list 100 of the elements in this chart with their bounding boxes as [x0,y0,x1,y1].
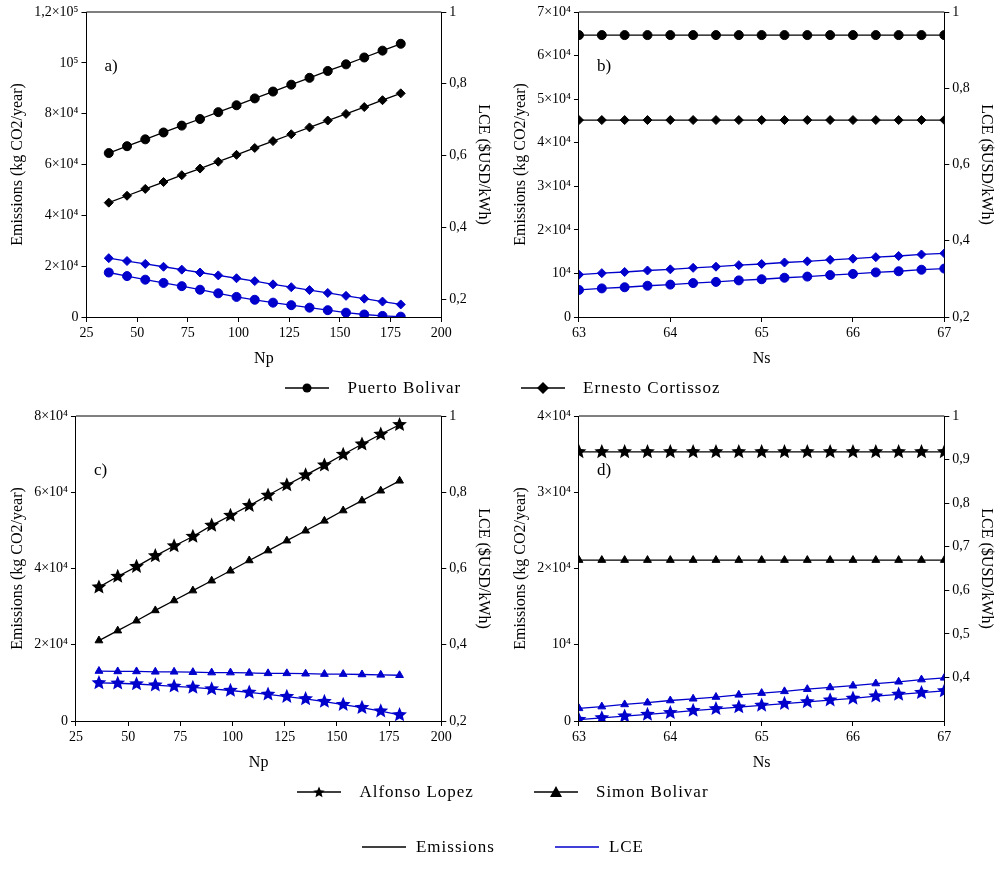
x-axis-title: Ns [752,348,771,366]
y-tick-label: 6×10⁴ [537,47,572,63]
x-tick-label: 100 [228,325,250,341]
point [207,575,217,584]
y-tick-label: 0 [563,712,571,728]
point [893,266,904,277]
point [597,701,607,710]
point [777,695,792,710]
y-tick-label: 2×10⁴ [537,560,572,576]
point [223,682,238,697]
y-axis-title: Emissions (kg CO2/year) [510,487,529,650]
point [376,485,386,494]
point [757,688,767,696]
x-tick-label: 75 [173,729,188,745]
point [301,668,311,677]
point [282,668,292,677]
annotation: d) [596,459,612,479]
point [320,669,329,677]
point [279,688,295,703]
point [891,686,907,701]
y-axis-title: Emissions (kg CO2/year) [7,83,26,246]
x-tick-label: 25 [68,729,83,745]
y2-axis-title: LCE ($USD/kWh) [475,104,494,225]
point [140,134,151,145]
point [94,635,104,644]
point [799,694,815,709]
x-tick-label: 50 [130,325,145,341]
point [825,682,835,691]
text: LCE [608,837,644,857]
x-tick-label: 63 [571,729,586,745]
x-tick-label: 125 [278,325,300,341]
point [241,684,257,699]
x-tick-label: 25 [79,325,94,341]
y-tick-label: 5×10⁴ [537,90,572,106]
x-tick-label: 65 [754,729,769,745]
point [392,416,407,432]
y-tick-label: 4×10⁴ [44,207,79,223]
y-tick-label: 8×10⁴ [44,105,79,121]
x-tick-label: 67 [937,325,952,341]
point [249,93,260,104]
point [158,127,169,138]
legend-label: Alfonso Lopez [359,782,474,802]
point [733,275,744,286]
point [802,256,813,267]
point [688,278,699,289]
point [825,270,836,281]
point [188,667,198,675]
point [377,95,388,106]
point [685,702,701,717]
point [268,86,279,97]
point [596,268,607,279]
x-tick-label: 66 [845,729,860,745]
point [129,558,144,573]
y2-tick-label: 1 [952,3,960,19]
y2-tick-label: 1 [449,3,457,19]
text: Emissions [415,837,495,857]
y2-tick-label: 0,9 [952,451,970,467]
point [169,666,179,675]
y2-tick-label: 0,8 [952,494,970,510]
point [354,699,370,714]
point [286,129,297,140]
point [617,708,633,721]
x-tick-label: 64 [663,325,678,341]
point [710,261,721,272]
point [260,487,276,502]
point [894,676,904,685]
y-tick-label: 2×10⁴ [537,221,572,237]
point [665,695,675,704]
point [113,625,123,634]
annotation: c) [93,459,108,479]
y-tick-label: 10⁴ [552,265,572,281]
y2-tick-label: 0,4 [952,669,970,685]
y-tick-label: 7×10⁴ [537,3,572,19]
point [756,274,767,285]
point [231,100,242,111]
point [620,699,630,708]
y-axis-title: Emissions (kg CO2/year) [510,83,529,246]
x-tick-label: 150 [329,325,351,341]
y2-tick-label: 0,8 [449,75,467,91]
point [916,264,927,275]
y2-tick-label: 0,5 [952,625,970,641]
x-tick-label: 200 [430,325,452,341]
point [166,538,182,553]
point [244,667,254,676]
y2-axis-title: LCE ($USD/kWh) [978,508,997,629]
point [596,283,607,294]
point [914,684,929,699]
point [395,38,406,49]
point [301,525,311,534]
point [359,102,370,113]
y-tick-label: 4×10⁴ [34,560,69,576]
point [734,689,744,698]
point [357,669,367,678]
x-tick-label: 64 [663,729,678,745]
point [338,669,348,677]
y-axis-title: Emissions (kg CO2/year) [7,487,26,650]
point [870,252,881,263]
y-tick-label: 10⁵ [59,54,79,70]
point [335,446,351,461]
point [848,680,858,689]
